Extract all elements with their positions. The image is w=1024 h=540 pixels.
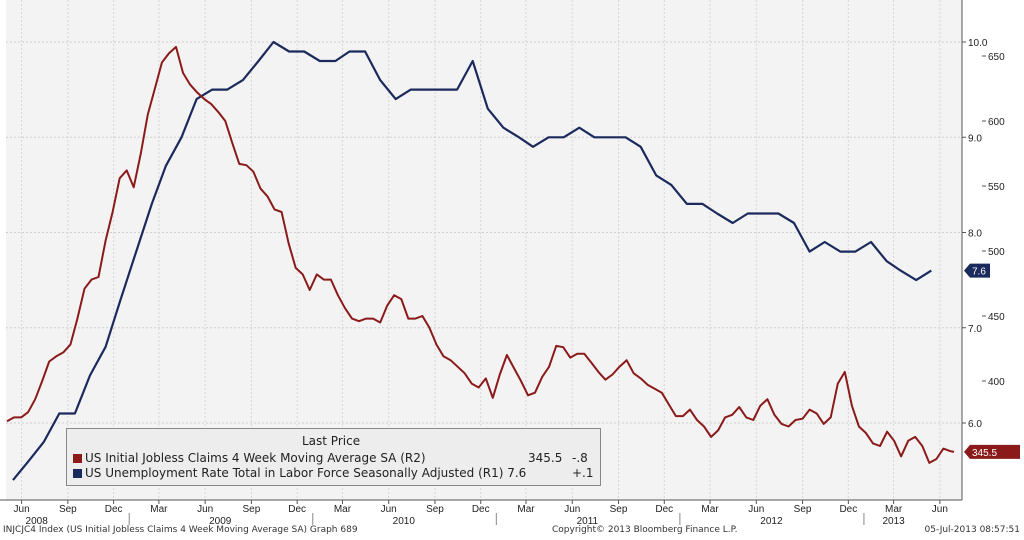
grid-lines <box>6 0 962 500</box>
x-tick-label: Mar <box>517 504 535 515</box>
x-year-label: 2012 <box>760 516 783 525</box>
y-tick-label-r1: 10.0 <box>968 38 988 49</box>
chart-svg: Jun Sep Dec Mar Jun Sep Dec Mar Jun Sep Dec Mar Jun S… <box>0 0 1024 525</box>
x-year-label: 2013 <box>882 516 905 525</box>
series-lines <box>6 40 955 481</box>
x-tick-label: Sep <box>59 504 77 515</box>
x-tick-label: Sep <box>610 504 628 515</box>
y-tick-label-r1: 7.0 <box>968 324 982 335</box>
series-line-jobless-claims <box>6 45 955 464</box>
y-axis-band <box>962 0 1024 500</box>
x-year-label: 2011 <box>577 516 599 525</box>
legend-series-name: US Initial Jobless Claims 4 Week Moving … <box>85 451 397 465</box>
x-tick-label: Jun <box>564 504 580 515</box>
y-tick-label-r1: 8.0 <box>968 229 982 240</box>
x-axis: Jun Sep Dec Mar Jun Sep Dec Mar Jun Sep Dec Mar Jun S… <box>0 499 1024 525</box>
x-tick-label: Dec <box>839 504 857 515</box>
x-tick-label: Dec <box>472 504 490 515</box>
x-year-label: 2009 <box>209 516 232 525</box>
x-tick-label: Jun <box>197 504 213 515</box>
x-tick-label: Jun <box>14 504 30 515</box>
legend-swatch <box>73 469 82 478</box>
y-tick-label-r2: 600 <box>988 117 1005 128</box>
series-line-unemployment-rate <box>12 40 932 481</box>
x-tick-label: Sep <box>243 504 261 515</box>
y-tick-label-r1: 9.0 <box>968 133 982 144</box>
y-axis-right: 6.0 7.0 8.0 9.0 10.0 400 450 500 550 600 650 <box>961 0 1024 500</box>
legend-last-value: 345.5 <box>528 451 563 465</box>
last-value-tag-unemployment-shape <box>964 263 990 278</box>
last-value-tag-unemployment-label: 7.6 <box>972 267 986 278</box>
legend-axis-tag: (R1) <box>478 466 504 480</box>
x-tick-label: Mar <box>885 504 903 515</box>
legend-last-value: 7.6 <box>507 466 527 480</box>
x-tick-label: Sep <box>794 504 812 515</box>
y-tick-label-r1: 6.0 <box>968 419 982 430</box>
legend-series-name: US Unemployment Rate Total in Labor Forc… <box>85 466 475 480</box>
last-value-tag-claims-shape <box>964 444 1020 459</box>
y-tick-label-r2: 500 <box>988 247 1005 258</box>
x-year-label: 2008 <box>26 516 49 525</box>
footer-index: INJCJC4 Index (US Initial Jobless Claims… <box>3 525 358 535</box>
legend-axis-tag: (R2) <box>400 451 426 465</box>
x-tick-label: Jun <box>748 504 764 515</box>
y-tick-label-r2: 550 <box>988 182 1005 193</box>
legend-row-unemployment: US Unemployment Rate Total in Labor Forc… <box>73 466 594 482</box>
y-tick-label-r2: 450 <box>988 312 1005 323</box>
legend-swatch <box>73 454 82 463</box>
legend-change: -.8 <box>572 451 588 465</box>
x-tick-label: Dec <box>655 504 673 515</box>
x-tick-label: Jun <box>932 504 948 515</box>
x-tick-label: Dec <box>105 504 123 515</box>
x-tick-label: Mar <box>701 504 719 515</box>
legend-change: +.1 <box>572 466 594 480</box>
legend-header: Last Price <box>302 434 361 448</box>
x-tick-label: Mar <box>150 504 168 515</box>
x-tick-label: Dec <box>288 504 306 515</box>
y-tick-label-r2: 650 <box>988 52 1005 63</box>
plot-area <box>6 0 962 500</box>
x-tick-label: Sep <box>426 504 444 515</box>
y-tick-label-r2: 400 <box>988 377 1005 388</box>
last-value-tag-claims-label: 345.5 <box>972 448 997 459</box>
last-value-tags: 7.6 345.5 <box>964 263 1020 459</box>
x-tick-label: Mar <box>334 504 352 515</box>
legend: Last Price US Initial Jobless Claims 4 W… <box>66 428 601 486</box>
x-axis-band <box>0 500 1024 525</box>
x-tick-label: Jun <box>381 504 397 515</box>
legend-row-claims: US Initial Jobless Claims 4 Week Moving … <box>73 451 593 467</box>
x-year-label: 2010 <box>393 516 416 525</box>
footer-timestamp: 05-Jul-2013 08:57:51 <box>924 525 1021 535</box>
footer-copyright: Copyright© 2013 Bloomberg Finance L.P. <box>552 525 738 535</box>
